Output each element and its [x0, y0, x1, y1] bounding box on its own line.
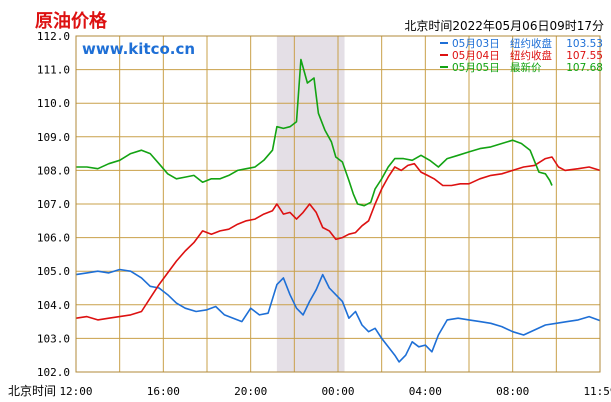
legend-label: 最新价: [510, 61, 542, 74]
y-tick-label: 108.0: [37, 164, 70, 177]
y-tick-label: 111.0: [37, 64, 70, 77]
y-tick-label: 102.0: [37, 366, 70, 379]
legend-label: 纽约收盘: [510, 49, 552, 62]
legend-date: 05月05日: [452, 62, 500, 74]
y-tick-label: 112.0: [37, 30, 70, 43]
x-tick-label: 00:00: [321, 385, 354, 398]
watermark: www.kitco.cn: [82, 40, 195, 58]
legend-value: 107.55: [566, 50, 603, 62]
grid: [76, 35, 600, 373]
series-layer: [75, 58, 601, 363]
legend-item: 05月03日 纽约收盘 103.53: [440, 37, 603, 50]
x-tick-label: 11:59: [583, 385, 611, 398]
x-axis-label: 北京时间: [8, 384, 56, 398]
legend-item: 05月04日 纽约收盘 107.55: [440, 49, 603, 62]
x-axis: 12:00 16:00 20:00 00:00 04:00 08:00 11:59: [59, 385, 611, 398]
legend-value: 107.68: [566, 62, 603, 74]
timestamp: 北京时间2022年05月06日09时17分: [404, 19, 604, 33]
x-tick-label: 04:00: [409, 385, 442, 398]
series-line-2: [75, 156, 601, 321]
plot-border: [75, 35, 601, 373]
y-tick-label: 109.0: [37, 131, 70, 144]
y-tick-label: 104.0: [37, 299, 70, 312]
series-line-1: [75, 268, 601, 363]
y-tick-label: 107.0: [37, 198, 70, 211]
legend-label: 纽约收盘: [510, 37, 552, 50]
x-tick-label: 08:00: [496, 385, 529, 398]
series-line-3: [76, 58, 553, 207]
legend-date: 05月04日: [452, 50, 500, 62]
x-tick-label: 20:00: [234, 385, 267, 398]
x-tick-label: 12:00: [59, 385, 92, 398]
legend-item: 05月05日 最新价 107.68: [440, 61, 603, 74]
y-tick-label: 105.0: [37, 265, 70, 278]
x-tick-label: 16:00: [147, 385, 180, 398]
legend-value: 103.53: [566, 38, 603, 50]
y-tick-label: 106.0: [37, 232, 70, 245]
legend-date: 05月03日: [452, 38, 500, 50]
chart-title: 原油价格: [35, 10, 108, 32]
y-axis: 112.0 111.0 110.0 109.0 108.0 107.0 106.0 105.0…: [37, 30, 70, 379]
y-tick-label: 110.0: [37, 97, 70, 110]
y-tick-label: 103.0: [37, 332, 70, 345]
